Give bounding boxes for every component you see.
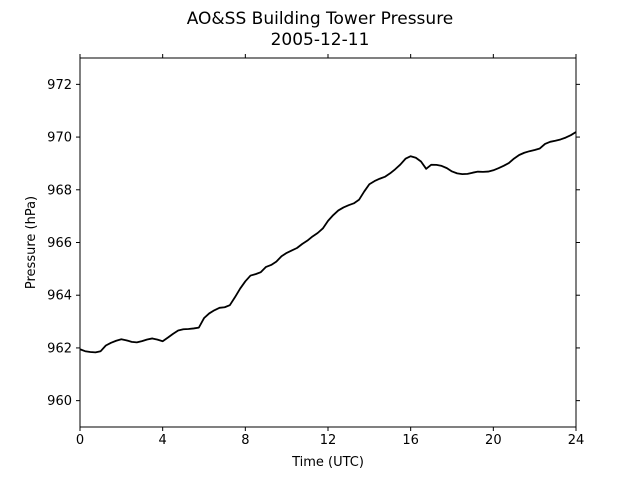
y-tick-label: 964 [47,289,72,304]
y-axis-label: Pressure (hPa) [24,196,39,289]
chart-subtitle: 2005-12-11 [271,30,370,50]
chart-title: AO&SS Building Tower Pressure [187,9,454,29]
x-tick-label: 16 [402,433,419,448]
y-axis: 960 962 964 966 968 970 972 [47,78,580,409]
x-tick-label: 4 [159,433,167,448]
x-tick-label: 20 [485,433,502,448]
x-tick-label: 12 [320,433,337,448]
x-tick-label: 24 [568,433,585,448]
x-axis: 0 4 8 12 16 20 24 [76,54,584,448]
x-tick-label: 0 [76,433,84,448]
y-tick-label: 962 [47,341,72,356]
pressure-series-line [79,131,577,354]
y-tick-label: 970 [47,131,72,146]
y-tick-label: 960 [47,394,72,409]
y-tick-label: 968 [47,183,72,198]
x-axis-label: Time (UTC) [291,455,364,470]
x-tick-label: 8 [241,433,249,448]
y-tick-label: 972 [47,78,72,93]
plot-frame [79,57,577,428]
y-tick-label: 966 [47,236,72,251]
